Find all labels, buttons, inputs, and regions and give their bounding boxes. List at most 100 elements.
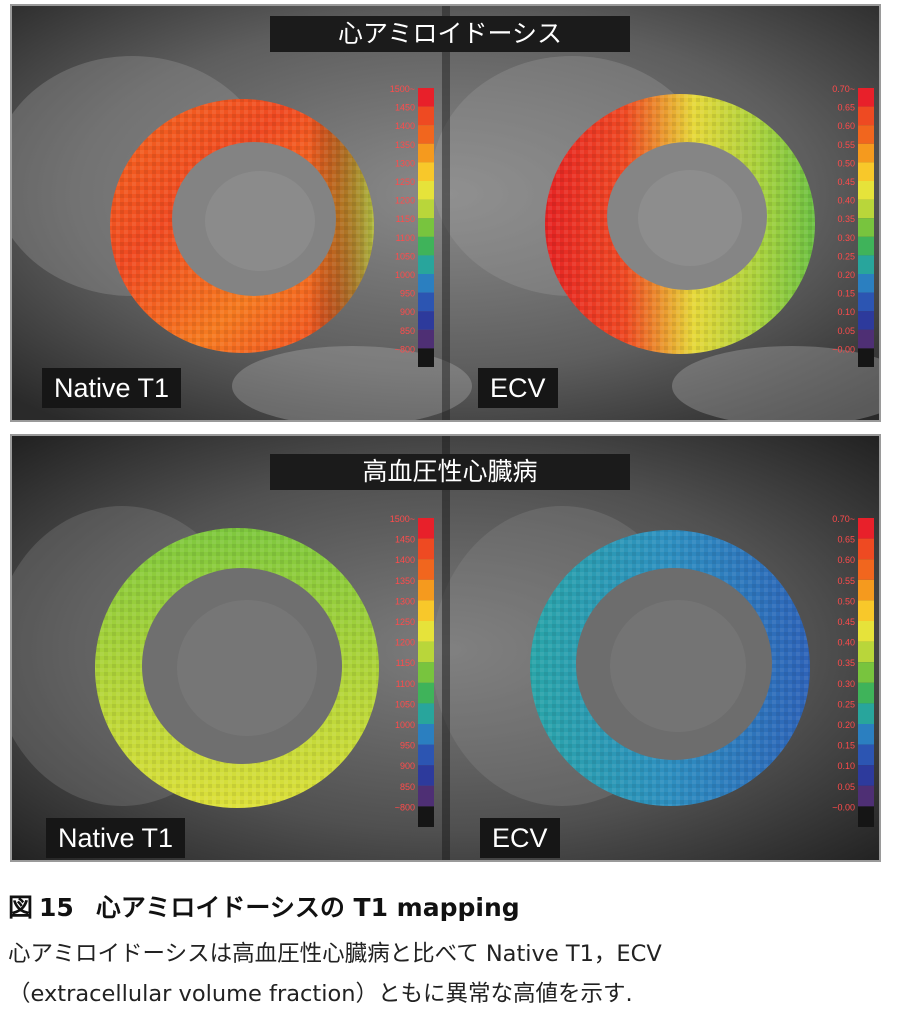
figure-label: 図 — [8, 893, 34, 922]
color-scale-swatch — [858, 724, 874, 745]
color-scale-tick-label: 0.30 — [837, 233, 855, 243]
color-scale-swatch — [858, 806, 874, 827]
color-scale-tick-label: 1050 — [395, 699, 415, 709]
color-scale-swatch — [858, 236, 874, 256]
color-scale-swatch — [418, 88, 434, 107]
color-scale-tick-label: 0.65 — [837, 535, 855, 545]
ecv-label: ECV — [478, 368, 558, 408]
caption-line-2: （extracellular volume fraction）ともに異常な高値を… — [8, 981, 633, 1007]
color-scale-swatch — [418, 311, 434, 330]
color-scale-swatch — [418, 785, 434, 807]
color-scale-swatch — [858, 579, 874, 601]
color-scale-swatch — [858, 744, 874, 766]
color-scale-swatch — [858, 292, 874, 312]
hypertensive-mri-image: 1500~ 1450 1400 1350 1300 1250 1200 1150 1100 105… — [12, 436, 879, 860]
figure-caption-title: 図 15 心アミロイドーシスの T1 mapping — [8, 888, 520, 924]
color-scale-tick-label: 0.45 — [837, 177, 855, 187]
caption-line-1: 心アミロイドーシスは高血圧性心臓病と比べて Native T1，ECV — [8, 941, 662, 967]
color-scale-swatch — [418, 806, 434, 827]
color-scale-swatch — [418, 724, 434, 745]
t1-color-scale: 1500~ 1450 1400 1350 1300 1250 1200 1150 1100 105… — [390, 84, 434, 367]
color-scale-tick-label: 1200 — [395, 196, 415, 206]
color-scale-swatch — [418, 181, 434, 200]
color-scale-tick-label: 1350 — [395, 576, 415, 586]
native-t1-label: Native T1 — [46, 818, 186, 858]
figure-title: 心アミロイドーシスの T1 mapping — [95, 893, 520, 922]
color-scale-tick-label: 900 — [400, 307, 415, 317]
color-scale-tick-label: 0.20 — [837, 720, 855, 730]
color-scale-swatch — [858, 662, 874, 683]
color-scale-tick-label: 0.35 — [837, 658, 855, 668]
color-scale-swatch — [858, 682, 874, 704]
color-scale-swatch — [418, 255, 434, 274]
color-scale-tick-label: 1300 — [395, 596, 415, 606]
color-scale-tick-label: 950 — [400, 289, 415, 299]
color-scale-tick-label: 0.55 — [837, 140, 855, 150]
color-scale-swatch — [858, 125, 874, 144]
color-scale-tick-label: 1400 — [395, 555, 415, 565]
color-scale-swatch — [418, 621, 434, 642]
color-scale-tick-label: 1450 — [395, 535, 415, 545]
color-scale-tick-label: 0.05 — [837, 782, 855, 792]
hypertensive-heart-disease-panel: 1500~ 1450 1400 1350 1300 1250 1200 1150 1100 105… — [10, 434, 881, 862]
color-scale-swatch — [418, 236, 434, 256]
color-scale-swatch — [418, 559, 434, 580]
color-scale-swatch — [858, 621, 874, 642]
color-scale-swatch — [858, 88, 874, 107]
color-scale-tick-label: 1100 — [396, 679, 415, 689]
color-scale-tick-label: 0.30 — [837, 679, 855, 689]
color-scale-tick-label: 850 — [400, 326, 415, 336]
color-scale-tick-label: 0.25 — [837, 699, 855, 709]
color-scale-swatch — [418, 274, 434, 293]
color-scale-tick-label: ~800 — [395, 802, 415, 812]
t1-color-scale: 1500~ 1450 1400 1350 1300 1250 1200 1150 1100 105… — [390, 514, 434, 827]
figure-caption-body: 心アミロイドーシスは高血圧性心臓病と比べて Native T1，ECV （ext… — [8, 934, 893, 1014]
color-scale-tick-label: 0.15 — [837, 289, 855, 299]
color-scale-swatch — [858, 765, 874, 786]
color-scale-swatch — [858, 600, 874, 621]
color-scale-tick-label: 0.50 — [837, 158, 855, 168]
color-scale-swatch — [858, 348, 874, 367]
color-scale-swatch — [858, 311, 874, 330]
color-scale-swatch — [418, 125, 434, 144]
color-scale-tick-label: 1500~ — [390, 514, 415, 524]
color-scale-swatch — [858, 255, 874, 274]
color-scale-swatch — [858, 518, 874, 539]
color-scale-tick-label: 0.10 — [837, 307, 855, 317]
color-scale-tick-label: 0.40 — [837, 638, 855, 648]
color-scale-swatch — [418, 600, 434, 621]
color-scale-tick-label: 900 — [400, 761, 415, 771]
color-scale-tick-label: 1400 — [395, 121, 415, 131]
color-scale-tick-label: 0.70~ — [832, 514, 855, 524]
ecv-label: ECV — [480, 818, 560, 858]
color-scale-tick-label: 1200 — [395, 638, 415, 648]
color-scale-swatch — [418, 218, 434, 237]
color-scale-tick-label: 1100 — [396, 233, 415, 243]
color-scale-swatch — [418, 162, 434, 181]
color-scale-tick-label: 1150 — [396, 214, 415, 224]
color-scale-tick-label: 0.25 — [837, 251, 855, 261]
color-scale-swatch — [418, 106, 434, 126]
color-scale-tick-label: ~800 — [395, 344, 415, 354]
color-scale-swatch — [418, 682, 434, 704]
color-scale-tick-label: 1350 — [395, 140, 415, 150]
color-scale-swatch — [418, 348, 434, 367]
panel-title: 高血圧性心臓病 — [270, 454, 630, 490]
color-scale-swatch — [418, 329, 434, 349]
color-scale-tick-label: 1000 — [395, 720, 415, 730]
color-scale-tick-label: 0.45 — [837, 617, 855, 627]
amyloidosis-mri-image: 1500~ 1450 1400 1350 1300 1250 1200 1150 1100 105… — [12, 6, 879, 420]
color-scale-swatch — [858, 181, 874, 200]
color-scale-swatch — [418, 703, 434, 724]
color-scale-tick-label: 0.05 — [837, 326, 855, 336]
color-scale-tick-label: 0.70~ — [832, 84, 855, 94]
color-scale-tick-label: 0.40 — [837, 196, 855, 206]
color-scale-tick-label: 0.35 — [837, 214, 855, 224]
amyloidosis-panel: 1500~ 1450 1400 1350 1300 1250 1200 1150 1100 105… — [10, 4, 881, 422]
color-scale-swatch — [858, 274, 874, 293]
color-scale-swatch — [858, 218, 874, 237]
color-scale-swatch — [418, 579, 434, 601]
figure-number: 15 — [39, 893, 74, 922]
color-scale-tick-label: 1150 — [396, 658, 415, 668]
color-scale-tick-label: 1450 — [395, 103, 415, 113]
